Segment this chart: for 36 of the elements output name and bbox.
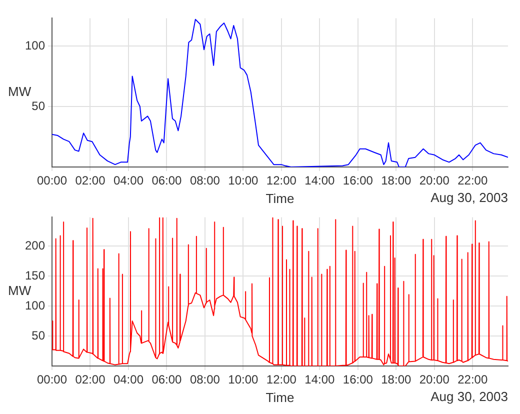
x-tick-label: 22:00 [458,372,488,387]
y-tick-label: 50 [32,328,46,342]
x-tick-label: 20:00 [419,372,450,387]
y-axis-title: MW [8,84,32,100]
x-tick-label: 18:00 [381,372,412,387]
y-tick-label: 50 [32,98,46,113]
x-tick-label: 00:00 [36,174,68,188]
x-tick-label: 08:00 [190,372,220,387]
x-tick-label: 18:00 [381,174,412,188]
x-tick-label: 20:00 [419,174,450,188]
x-tick-label: 00:00 [36,372,68,387]
x-tick-label: 10:00 [228,174,259,188]
x-tick-label: 06:00 [152,174,182,188]
x-axis-title: Time [266,190,294,206]
x-tick-label: 16:00 [342,174,374,188]
x-tick-label: 14:00 [304,174,336,188]
x-tick-label: 02:00 [75,174,106,188]
x-tick-label: 08:00 [190,174,220,188]
y-tick-label: 150 [24,268,46,282]
x-tick-label: 12:00 [266,372,297,387]
x-tick-label: 10:00 [228,372,259,387]
y-tick-label: 100 [24,298,46,312]
y-axis-title: MW [8,283,32,298]
y-tick-label: 100 [24,38,46,52]
x-tick-label: 06:00 [152,372,182,387]
text: Aug 30, 2003 [430,389,508,404]
x-axis-title: Time [266,390,294,405]
x-tick-label: 04:00 [113,174,144,188]
x-tick-label: 04:00 [113,372,144,387]
x-tick-label: 02:00 [75,372,106,387]
text: Aug 30, 2003 [430,190,508,206]
x-tick-label: 14:00 [304,372,336,387]
x-tick-label: 16:00 [342,372,374,387]
x-tick-label: 12:00 [266,174,297,188]
x-tick-label: 22:00 [458,174,488,188]
y-tick-label: 200 [24,238,46,252]
